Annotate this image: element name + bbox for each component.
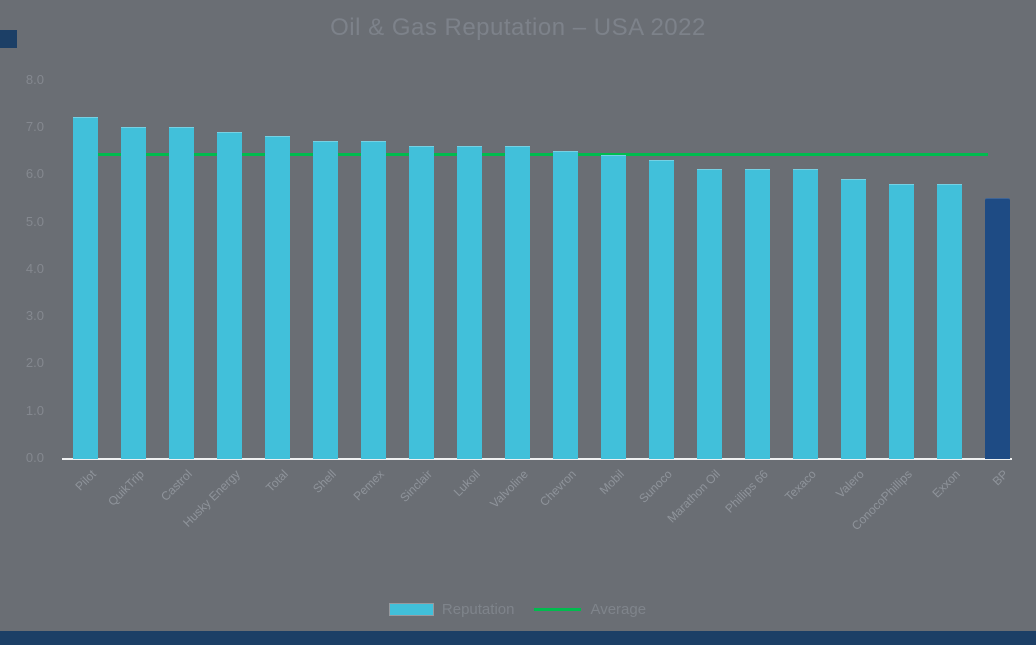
legend-label-reputation: Reputation — [441, 601, 515, 618]
reputation-swatch-icon — [388, 603, 434, 616]
x-axis-label: Sunoco — [635, 467, 675, 506]
legend-item-reputation: Reputation — [388, 601, 515, 618]
x-axis-label: Valvoline — [486, 467, 531, 511]
bar — [73, 117, 98, 459]
x-axis-line — [62, 458, 1012, 460]
bar — [697, 169, 722, 459]
bar — [601, 155, 626, 459]
x-axis-label: Shell — [309, 467, 339, 496]
bar — [265, 136, 290, 459]
legend: Reputation Average — [0, 601, 1036, 618]
y-axis-tick-label: 8.0 — [25, 71, 44, 87]
x-axis-label: Total — [262, 467, 291, 495]
bar — [841, 178, 866, 459]
average-line-icon — [534, 608, 582, 611]
bar — [937, 183, 962, 459]
bar — [121, 126, 146, 459]
x-axis-label: Castrol — [157, 467, 195, 504]
average-line — [78, 153, 988, 157]
decor-accent-square — [0, 30, 17, 48]
y-axis-tick-label: 4.0 — [25, 260, 44, 276]
legend-label-average: Average — [590, 601, 647, 618]
x-axis-label: BP — [989, 467, 1011, 489]
x-axis-label: Chevron — [536, 467, 579, 509]
x-axis-label: Exxon — [928, 467, 963, 501]
bar — [361, 141, 386, 459]
y-axis-tick-label: 1.0 — [25, 402, 44, 418]
bar — [505, 145, 530, 459]
bar — [745, 169, 770, 459]
bar — [649, 160, 674, 459]
x-axis-label: Lukoil — [450, 467, 483, 500]
y-axis-tick-label: 2.0 — [25, 355, 44, 371]
bar — [313, 141, 338, 459]
y-axis-tick-label: 5.0 — [25, 213, 44, 229]
y-axis-tick-label: 6.0 — [25, 166, 44, 182]
x-axis-label: Sinclair — [396, 467, 435, 505]
decor-footer-band — [0, 631, 1036, 645]
bar — [889, 183, 914, 459]
y-axis-tick-label: 3.0 — [25, 308, 44, 324]
chart-title: Oil & Gas Reputation – USA 2022 — [330, 14, 706, 41]
x-axis-label: QuikTrip — [104, 467, 147, 509]
bar — [217, 131, 242, 459]
x-axis-label: Mobil — [596, 467, 627, 498]
x-axis-label: Pilot — [71, 467, 99, 494]
bar-highlighted — [985, 197, 1010, 459]
legend-item-average: Average — [534, 601, 646, 618]
x-axis-label: Valero — [832, 467, 867, 501]
bar — [409, 145, 434, 459]
x-axis-label: Pemex — [350, 467, 387, 504]
x-axis-label: Texaco — [781, 467, 819, 504]
y-axis-tick-label: 7.0 — [25, 118, 44, 134]
y-axis-tick-label: 0.0 — [25, 450, 44, 465]
bar — [553, 150, 578, 459]
bar — [169, 126, 194, 459]
bar — [457, 145, 482, 459]
x-axis-label: Phillips 66 — [721, 467, 771, 516]
bar — [793, 169, 818, 459]
